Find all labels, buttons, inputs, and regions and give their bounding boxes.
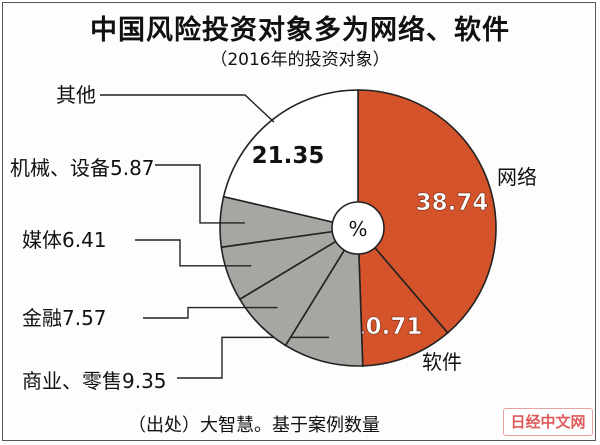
slice-label-2: 商业、零售9.35 bbox=[22, 369, 167, 393]
slice-label-5: 机械、设备5.87 bbox=[10, 156, 155, 180]
slice-label-4: 媒体6.41 bbox=[22, 228, 107, 252]
center-unit-label: % bbox=[348, 217, 367, 241]
watermark-logo: 日经中文网 bbox=[503, 408, 593, 436]
leader-line-5 bbox=[155, 164, 245, 224]
leader-line-3 bbox=[143, 306, 278, 319]
slice-value-0: 38.74 bbox=[416, 190, 489, 216]
chart-title: 中国风险投资对象多为网络、软件 bbox=[90, 15, 510, 46]
leader-line-4 bbox=[135, 239, 252, 267]
leader-line-6 bbox=[100, 94, 275, 123]
slice-label-3: 金融7.57 bbox=[22, 306, 107, 330]
source-note: （出处）大智慧。基于案例数量 bbox=[128, 415, 380, 436]
slice-label-6: 其他 bbox=[56, 83, 96, 107]
pie-slice-1 bbox=[357, 225, 449, 367]
slice-value-6: 21.35 bbox=[252, 143, 325, 169]
slice-label-1: 软件 bbox=[422, 350, 462, 374]
chart-subtitle: （2016年的投资对象） bbox=[210, 50, 390, 70]
center-hole bbox=[331, 201, 385, 255]
pie-slice-0 bbox=[357, 89, 497, 335]
pie-slice-2 bbox=[284, 225, 364, 367]
slice-label-0: 网络 bbox=[497, 165, 537, 189]
